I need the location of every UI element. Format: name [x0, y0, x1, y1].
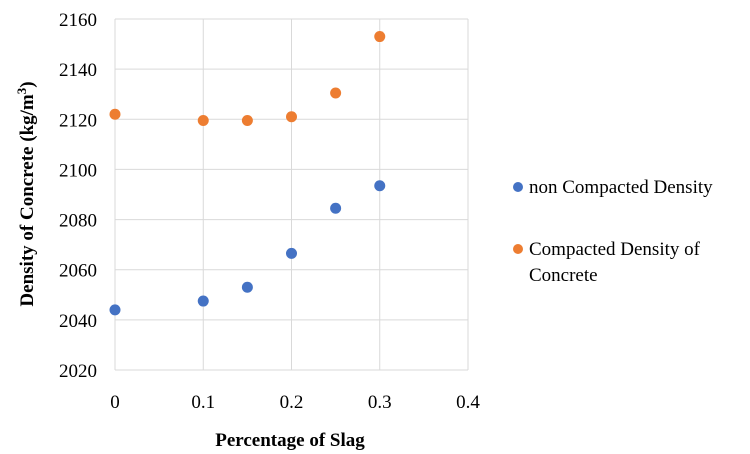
y-tick-label: 2080: [59, 211, 97, 232]
data-point: [241, 281, 253, 293]
y-tick-label: 2100: [59, 160, 97, 181]
data-point: [286, 247, 297, 259]
data-point: [241, 115, 253, 127]
legend-marker: [513, 244, 523, 254]
x-tick-label: 0.4: [456, 392, 480, 413]
data-point: [286, 111, 297, 123]
y-tick-label: 2060: [59, 261, 97, 282]
x-tick-label: 0.1: [191, 392, 215, 413]
x-tick-label: 0.3: [368, 392, 392, 413]
data-point: [330, 87, 342, 99]
legend-entry: non Compacted Density: [513, 177, 713, 198]
y-axis-tick-labels: 2020 2040 2060 2080 2100 2120 2140 2160: [59, 10, 97, 382]
legend-label: Concrete: [529, 265, 598, 286]
data-point: [374, 180, 386, 192]
legend-label: non Compacted Density: [529, 177, 713, 198]
data-point: [197, 295, 209, 307]
legend-marker: [513, 182, 523, 192]
series-2: [109, 31, 386, 127]
legend-label: Compacted Density of: [529, 239, 701, 260]
y-tick-label: 2040: [59, 311, 97, 332]
y-axis-title-main: Density of Concrete (kg/m: [17, 94, 38, 306]
y-tick-label: 2160: [59, 10, 97, 31]
legend-entry: Compacted Density of Concrete: [513, 239, 701, 286]
series-1: [109, 180, 386, 316]
y-axis-title: Density of Concrete (kg/m3): [14, 81, 39, 306]
data-point: [374, 31, 386, 43]
x-axis-tick-labels: 0 0.1 0.2 0.3 0.4: [110, 392, 480, 413]
y-tick-label: 2120: [59, 110, 97, 131]
data-point: [109, 304, 121, 316]
data-point: [197, 115, 209, 127]
gridlines: [114, 18, 469, 371]
x-axis-title: Percentage of Slag: [215, 430, 365, 451]
x-tick-label: 0: [110, 392, 120, 413]
y-tick-label: 2020: [59, 361, 97, 382]
data-points: [109, 31, 386, 316]
legend: non Compacted Density Compacted Density o…: [513, 177, 713, 286]
y-tick-label: 2140: [59, 60, 97, 81]
y-axis-title-superscript: 3: [14, 87, 29, 94]
data-point: [109, 108, 121, 120]
data-point: [330, 202, 342, 214]
y-axis-title-close: ): [17, 81, 38, 87]
x-tick-label: 0.2: [280, 392, 304, 413]
